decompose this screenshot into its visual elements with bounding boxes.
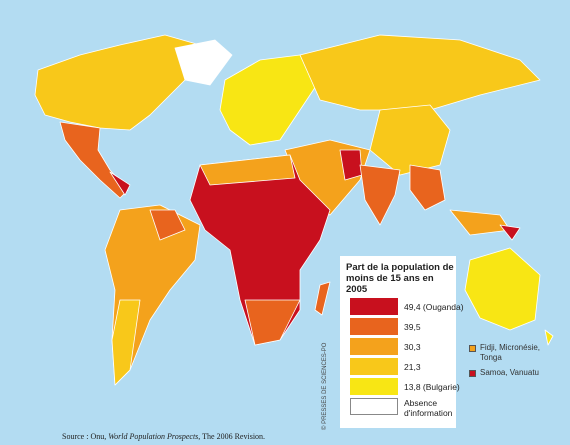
island-label: Samoa, Vanuatu [480, 368, 540, 377]
legend-label: 30,3 [404, 342, 421, 352]
legend-swatch [350, 298, 398, 315]
legend: Part de la population de moins de 15 ans… [340, 256, 464, 428]
legend-swatch [350, 378, 398, 395]
legend-swatch [350, 318, 398, 335]
legend-swatch [350, 338, 398, 355]
source: Source : Onu, World Population Prospects… [62, 432, 265, 441]
legend-item: 49,4 (Ouganda) [350, 298, 464, 316]
legend-item: 21,3 [350, 358, 454, 376]
legend-title: Part de la population de moins de 15 ans… [346, 262, 454, 295]
legend-label: 49,4 (Ouganda) [404, 302, 464, 312]
legend-swatch [350, 358, 398, 375]
island-marker [469, 370, 476, 377]
legend-item: 39,5 [350, 318, 454, 336]
source-prefix: Source : Onu, [62, 432, 109, 441]
legend-swatch [350, 398, 398, 415]
legend-item: 13,8 (Bulgarie) [350, 378, 460, 396]
source-suffix: , The 2006 Revision. [198, 432, 266, 441]
legend-label: 13,8 (Bulgarie) [404, 382, 460, 392]
credit: © PRESSES DE SCIENCES-PO [322, 342, 328, 430]
legend-item: 30,3 [350, 338, 454, 356]
legend-label: 21,3 [404, 362, 421, 372]
source-title: World Population Prospects [108, 432, 199, 441]
island-label: Fidji, Micronésie, Tonga [480, 343, 541, 362]
legend-item: Absence d'information [350, 398, 454, 418]
legend-label: 39,5 [404, 322, 421, 332]
legend-label: Absence d'information [404, 398, 453, 418]
island-marker [469, 345, 476, 352]
